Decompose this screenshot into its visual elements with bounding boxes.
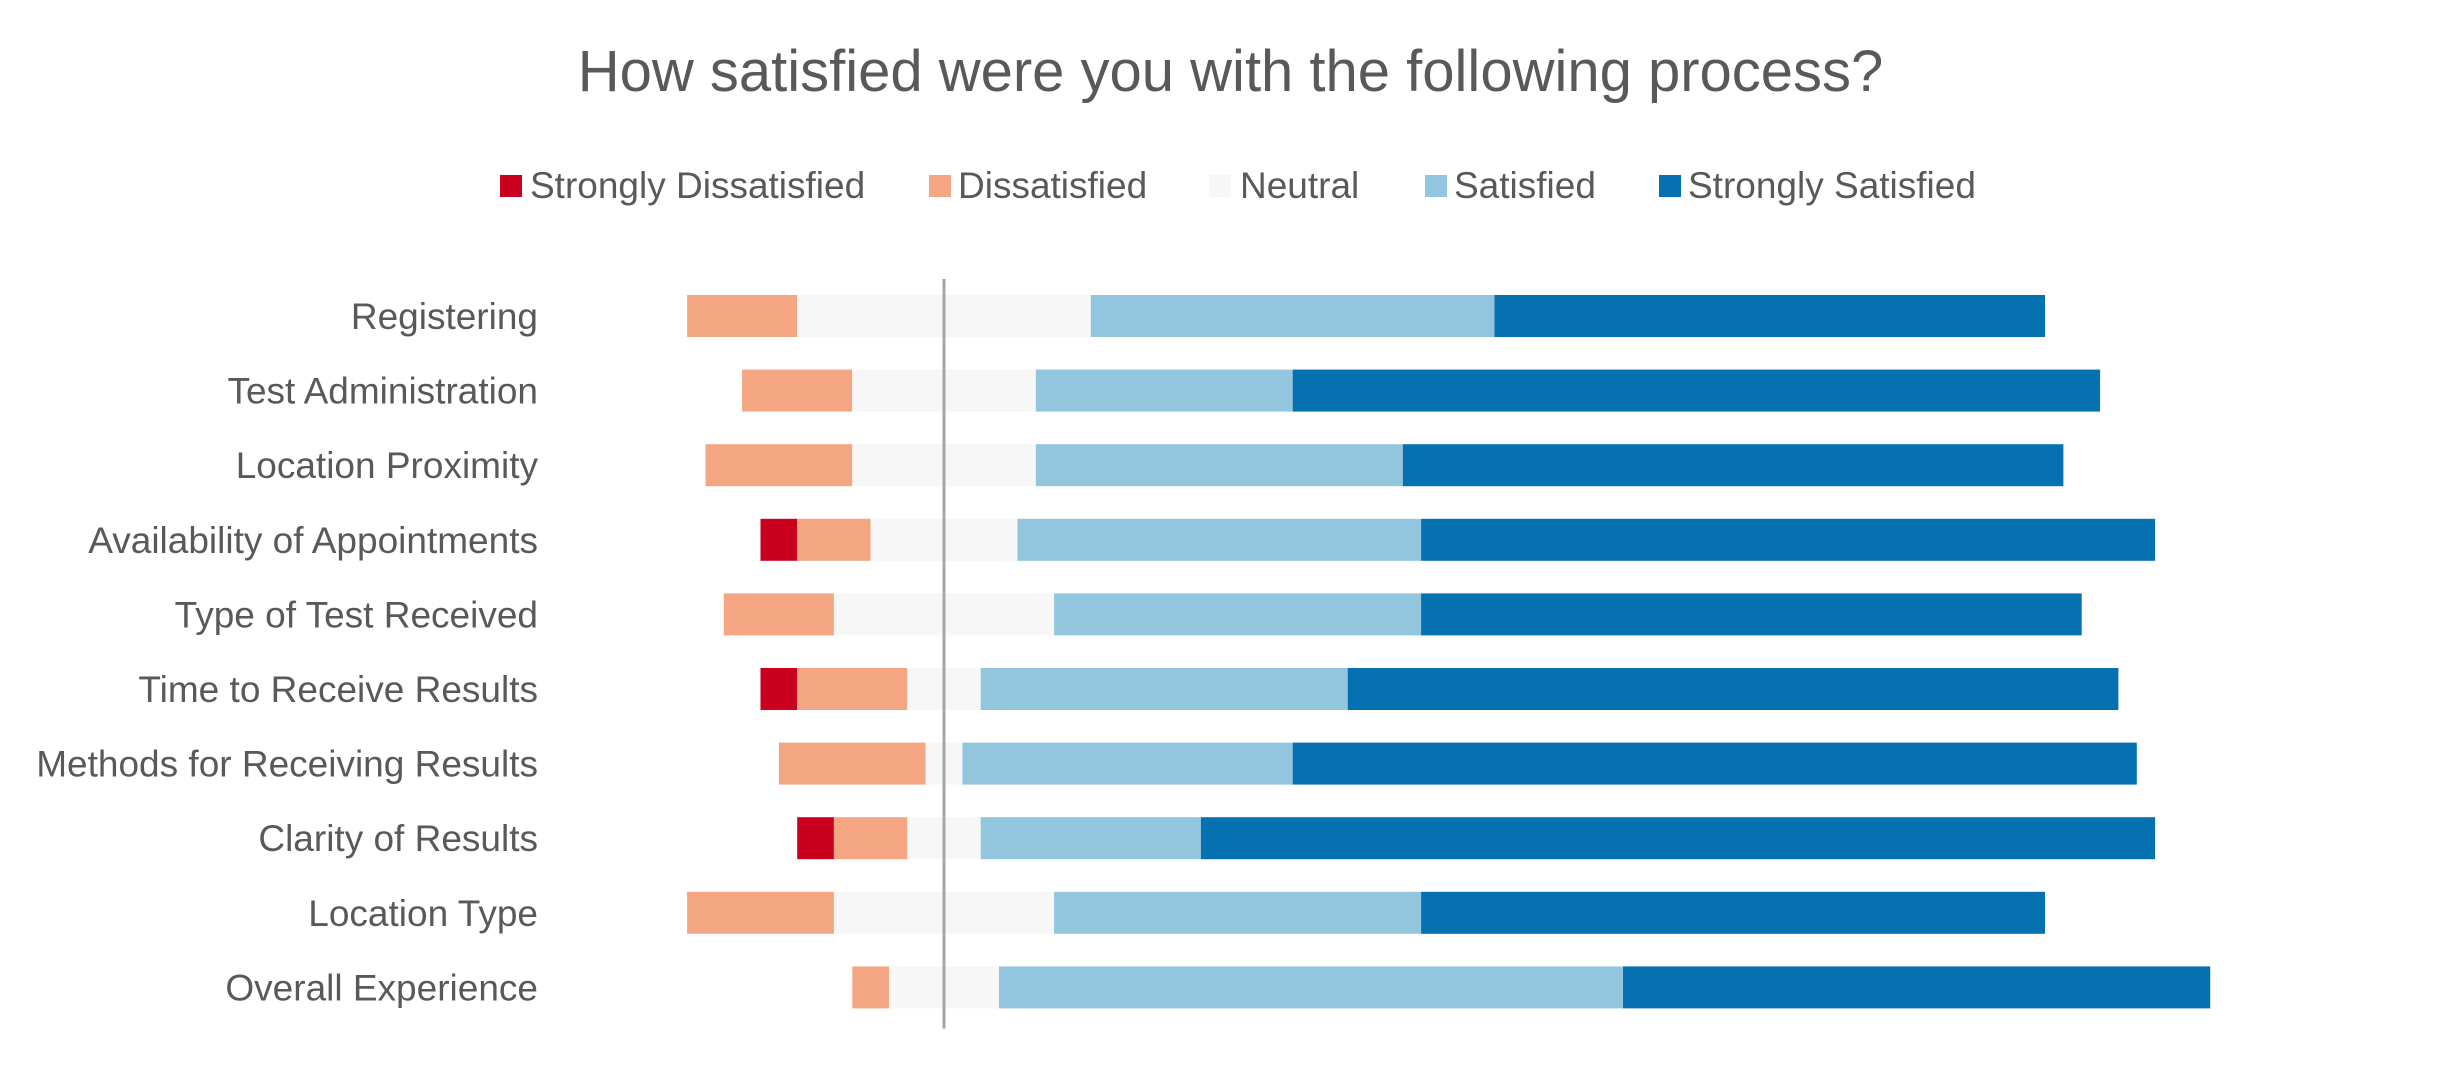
chart-title: How satisfied were you with the followin… bbox=[577, 39, 1884, 104]
bar-segment-strongly-dissatisfied bbox=[760, 518, 798, 561]
bar-segment-dissatisfied bbox=[833, 817, 908, 860]
bar-segment-satisfied bbox=[1054, 891, 1422, 934]
legend-swatch-satisfied bbox=[1425, 175, 1447, 197]
bar-segment-strongly-satisfied bbox=[1402, 444, 2064, 487]
bar-segment-strongly-satisfied bbox=[1200, 817, 2156, 860]
category-label: Time to Receive Results bbox=[138, 669, 538, 710]
bar-segment-strongly-satisfied bbox=[1421, 518, 2156, 561]
category-label: Clarity of Results bbox=[258, 818, 538, 859]
bar-segment-satisfied bbox=[1090, 295, 1495, 337]
bar-segment-satisfied bbox=[1035, 444, 1403, 487]
legend-label-dissatisfied: Dissatisfied bbox=[958, 165, 1147, 206]
bar-segment-satisfied bbox=[1017, 518, 1422, 561]
category-label: Availability of Appointments bbox=[88, 520, 538, 561]
category-label: Location Type bbox=[308, 893, 538, 934]
category-label: Location Proximity bbox=[236, 445, 539, 486]
category-label: Overall Experience bbox=[225, 967, 538, 1008]
bar-segment-strongly-dissatisfied bbox=[797, 817, 834, 860]
bar-segment-dissatisfied bbox=[852, 966, 889, 1009]
bar-segment-strongly-satisfied bbox=[1421, 593, 2082, 636]
legend-label-neutral: Neutral bbox=[1240, 165, 1359, 206]
bar-segment-dissatisfied bbox=[797, 518, 871, 561]
bar-segment-dissatisfied bbox=[723, 593, 834, 636]
bar-segment-strongly-satisfied bbox=[1292, 742, 2137, 785]
category-label: Methods for Receiving Results bbox=[36, 744, 538, 785]
bar-segment-strongly-satisfied bbox=[1494, 295, 2045, 337]
bar-segment-satisfied bbox=[1054, 593, 1422, 636]
bar-segment-satisfied bbox=[962, 742, 1293, 785]
legend-label-satisfied: Satisfied bbox=[1454, 165, 1596, 206]
legend-swatch-strongly-satisfied bbox=[1659, 175, 1681, 197]
bar-segment-strongly-satisfied bbox=[1623, 966, 2211, 1009]
bar-segment-dissatisfied bbox=[687, 891, 834, 934]
bar-segment-satisfied bbox=[980, 668, 1348, 710]
legend-label-strongly-satisfied: Strongly Satisfied bbox=[1688, 165, 1976, 206]
bar-segment-dissatisfied bbox=[797, 668, 908, 710]
category-label: Type of Test Received bbox=[175, 594, 538, 635]
bar-segment-strongly-satisfied bbox=[1347, 668, 2119, 710]
bar-segment-strongly-satisfied bbox=[1421, 891, 2045, 934]
bar-segment-dissatisfied bbox=[687, 295, 798, 337]
legend-swatch-strongly-dissatisfied bbox=[500, 175, 522, 197]
bar-segment-strongly-dissatisfied bbox=[760, 668, 798, 710]
bar-segment-satisfied bbox=[999, 966, 1623, 1009]
bar-segment-dissatisfied bbox=[778, 742, 926, 785]
legend: Strongly Dissatisfied Dissatisfied Neutral… bbox=[500, 165, 1976, 206]
legend-label-strongly-dissatisfied: Strongly Dissatisfied bbox=[530, 165, 865, 206]
bar-segment-satisfied bbox=[1035, 369, 1293, 412]
category-label: Test Administration bbox=[227, 371, 538, 412]
category-label: Registering bbox=[351, 296, 538, 337]
bar-segment-dissatisfied bbox=[705, 444, 853, 487]
bar-segment-strongly-satisfied bbox=[1292, 369, 2101, 412]
bar-segment-dissatisfied bbox=[742, 369, 853, 412]
legend-swatch-dissatisfied bbox=[929, 175, 951, 197]
legend-swatch-neutral bbox=[1209, 175, 1231, 197]
bar-segment-satisfied bbox=[980, 817, 1201, 860]
